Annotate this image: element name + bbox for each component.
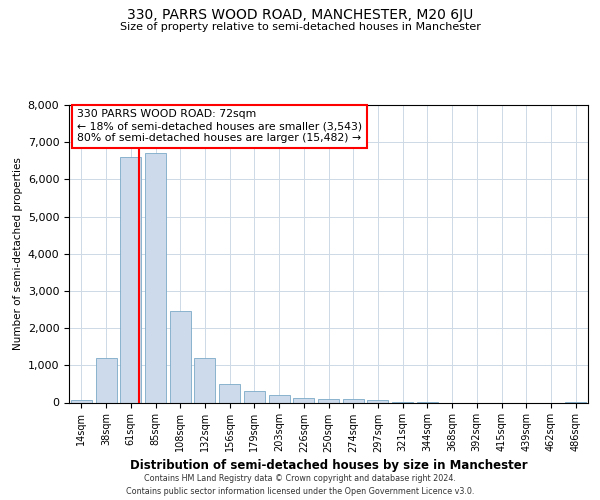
Bar	[343, 400, 364, 402]
X-axis label: Distribution of semi-detached houses by size in Manchester: Distribution of semi-detached houses by …	[130, 458, 527, 471]
Bar	[145, 154, 166, 402]
Text: 330 PARRS WOOD ROAD: 72sqm
← 18% of semi-detached houses are smaller (3,543)
80%: 330 PARRS WOOD ROAD: 72sqm ← 18% of semi…	[77, 110, 362, 142]
Text: 330, PARRS WOOD ROAD, MANCHESTER, M20 6JU: 330, PARRS WOOD ROAD, MANCHESTER, M20 6J…	[127, 8, 473, 22]
Bar	[244, 390, 265, 402]
Bar	[194, 358, 215, 403]
Bar	[367, 400, 388, 402]
Bar	[318, 399, 339, 402]
Bar	[293, 398, 314, 402]
Bar	[71, 400, 92, 402]
Text: Contains HM Land Registry data © Crown copyright and database right 2024.
Contai: Contains HM Land Registry data © Crown c…	[126, 474, 474, 496]
Y-axis label: Number of semi-detached properties: Number of semi-detached properties	[13, 158, 23, 350]
Bar	[269, 396, 290, 402]
Bar	[219, 384, 240, 402]
Bar	[170, 312, 191, 402]
Text: Size of property relative to semi-detached houses in Manchester: Size of property relative to semi-detach…	[119, 22, 481, 32]
Bar	[95, 358, 116, 403]
Bar	[120, 157, 141, 402]
